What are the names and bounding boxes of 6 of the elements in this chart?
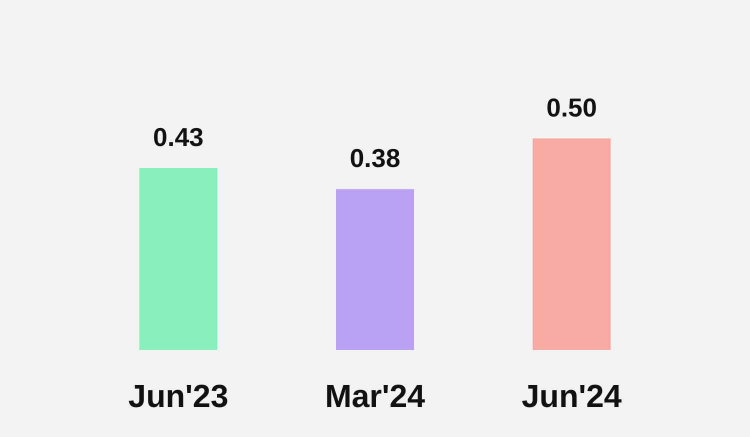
data-label: 0.50 bbox=[546, 92, 597, 122]
data-label: 0.38 bbox=[350, 143, 400, 174]
x-tick-label: Jun'24 bbox=[522, 378, 622, 414]
x-tick-label: Mar'24 bbox=[324, 378, 426, 414]
x-tick-label: Jun'23 bbox=[128, 378, 228, 414]
data-label: 0.43 bbox=[153, 122, 204, 152]
